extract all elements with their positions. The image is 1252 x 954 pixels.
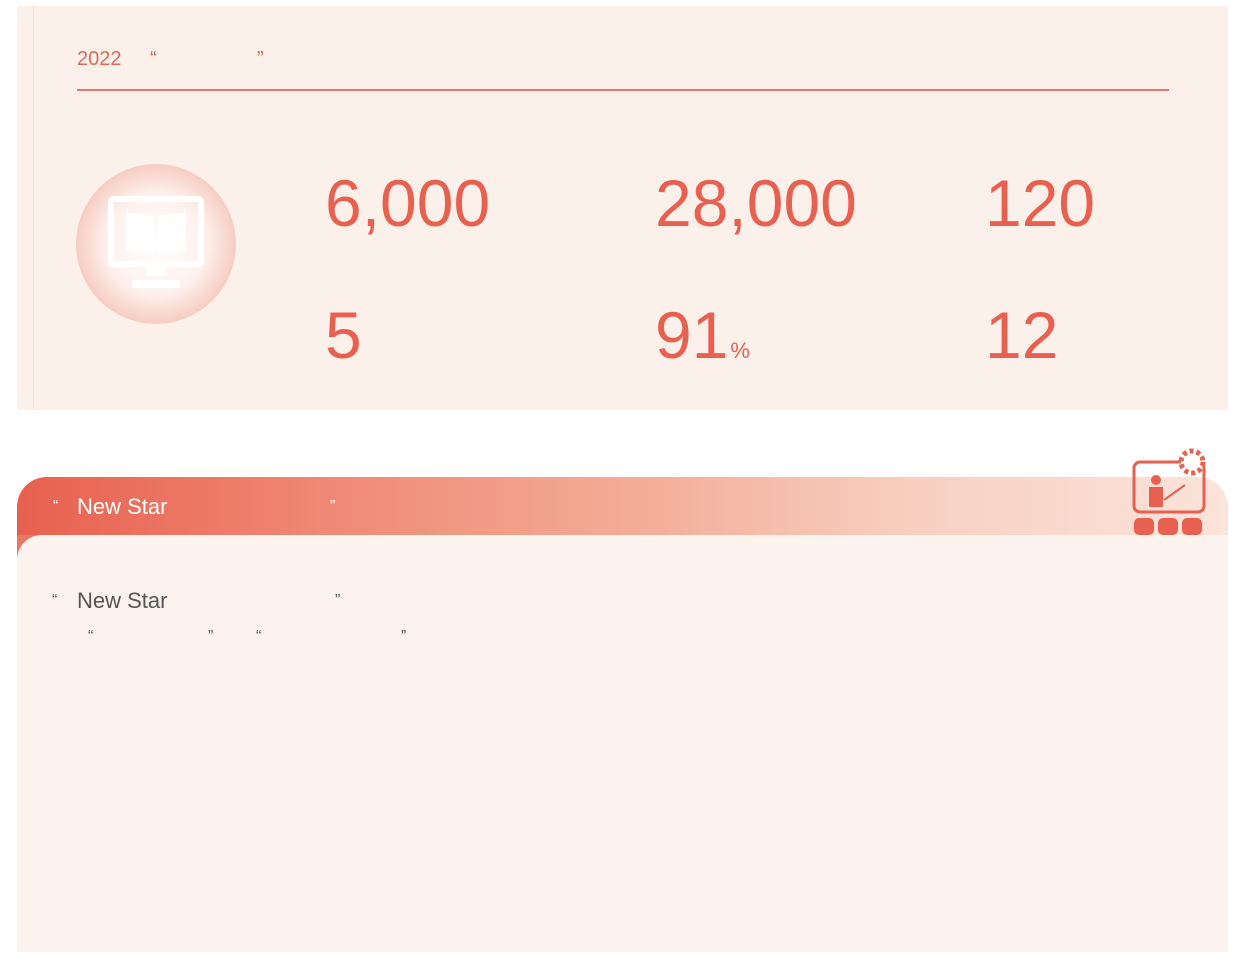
body-panel [17,535,1228,952]
body-quote: ” [335,592,340,610]
heading-quote: “ [150,48,157,71]
page: 2022 “ ” “ New Star ” “ New Star ” “ ” “… [0,0,1252,954]
stat-value: 6,000 [325,166,490,240]
banner-quote: “ [53,498,58,516]
presenter-icon [1130,440,1220,535]
body-text: New Star [77,588,167,614]
body-quote: “ [88,628,93,646]
heading-year: 2022 [77,48,122,71]
divider [77,89,1169,91]
banner-quote: ” [330,498,335,516]
body-quote: ” [208,628,213,646]
body-quote: ” [401,628,406,646]
stat-value: 120 [985,166,1095,240]
stat-value: 28,000 [655,166,857,240]
stat: 120 [985,170,1095,236]
stat-unit: % [730,338,750,363]
monitor-glyph [76,164,236,324]
stat: 6,000 [325,170,490,236]
body-quote: “ [52,592,57,610]
heading-quote: ” [257,48,264,71]
stat-value: 91 [655,298,728,372]
stat: 28,000 [655,170,857,236]
stat-value: 12 [985,298,1058,372]
stat: 5 [325,302,362,368]
stat: 12 [985,302,1058,368]
stat-value: 5 [325,298,362,372]
monitor-icon [76,164,236,324]
stat: 91% [655,302,750,368]
banner-title: New Star [77,494,167,520]
body-quote: “ [256,628,261,646]
section-banner [17,477,1228,535]
